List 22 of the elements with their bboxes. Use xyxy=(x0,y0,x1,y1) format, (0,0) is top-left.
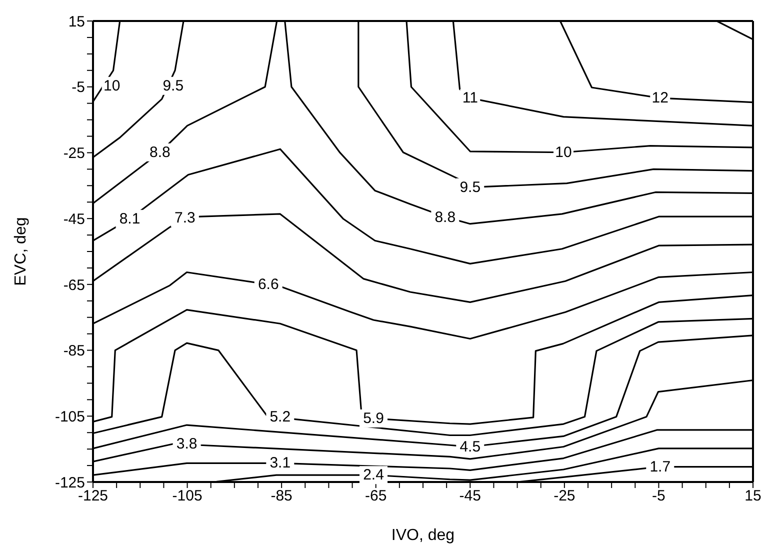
y-tick-label: -25 xyxy=(63,145,85,162)
annotation: 9.5 xyxy=(162,77,184,94)
x-axis-title: IVO, deg xyxy=(391,527,455,544)
annotation: 10 xyxy=(555,144,572,161)
annotation: 12 xyxy=(652,90,668,107)
y-tick-label: -5 xyxy=(72,79,85,96)
x-tick-label: -5 xyxy=(652,488,666,505)
y-tick-label: -85 xyxy=(63,342,85,360)
x-tick-label: -85 xyxy=(270,488,292,505)
y-axis-title: EVC, deg xyxy=(12,217,30,286)
y-tick-label: 15 xyxy=(68,13,85,30)
x-tick-label: 15 xyxy=(744,488,762,505)
y-tick-label: -125 xyxy=(54,474,85,492)
x-tick-label: -45 xyxy=(459,488,481,505)
x-tick-label: -65 xyxy=(365,488,387,505)
x-tick-label: -105 xyxy=(172,488,202,505)
y-tick-label: -105 xyxy=(54,408,85,426)
y-tick-label: -65 xyxy=(63,276,85,294)
x-tick-label: -25 xyxy=(554,488,576,505)
y-tick-label: -45 xyxy=(63,210,85,228)
annotation: 10 xyxy=(104,77,120,94)
annotation: 11 xyxy=(462,90,478,107)
